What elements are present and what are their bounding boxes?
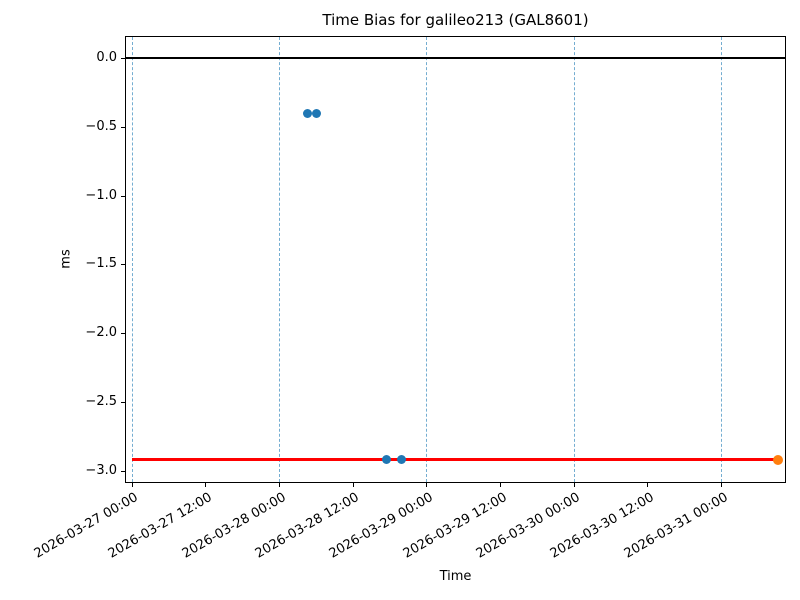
x-tick-mark [720,483,722,487]
y-tick-mark [121,333,125,335]
x-axis-label: Time [439,569,472,584]
x-tick-mark [352,483,354,487]
y-tick-label: −3.0 [85,462,117,478]
plot-area [125,36,786,483]
observed-bias-points [381,455,391,465]
x-tick-mark [647,483,649,487]
y-tick-label: −2.5 [85,393,117,409]
y-tick-mark [121,126,125,128]
y-tick-mark [121,264,125,266]
y-tick-label: −1.5 [85,256,117,272]
chart-title: Time Bias for galileo213 (GAL8601) [322,11,589,29]
y-tick-label: 0.0 [96,50,117,65]
x-tick-mark [131,483,133,487]
y-tick-label: −0.5 [85,118,117,134]
current-bias-line [131,458,779,461]
y-tick-mark [121,401,125,403]
observed-bias-points [312,108,321,118]
zero-line [125,57,786,59]
x-tick-mark [426,483,428,487]
x-gridline [278,37,280,482]
observed-bias-points [396,455,406,465]
x-gridline [131,37,133,482]
x-gridline [573,37,575,482]
latest-bias-point [773,454,784,465]
y-tick-label: −2.0 [85,325,117,341]
x-tick-mark [205,483,207,487]
x-tick-mark [573,483,575,487]
y-tick-mark [121,58,125,59]
x-tick-mark [278,483,280,487]
observed-bias-points [302,108,312,118]
x-gridline [426,37,428,482]
y-tick-mark [121,195,125,197]
x-gridline [720,37,722,482]
y-tick-label: −1.0 [85,187,117,203]
y-tick-mark [121,470,125,472]
x-tick-mark [499,483,501,487]
